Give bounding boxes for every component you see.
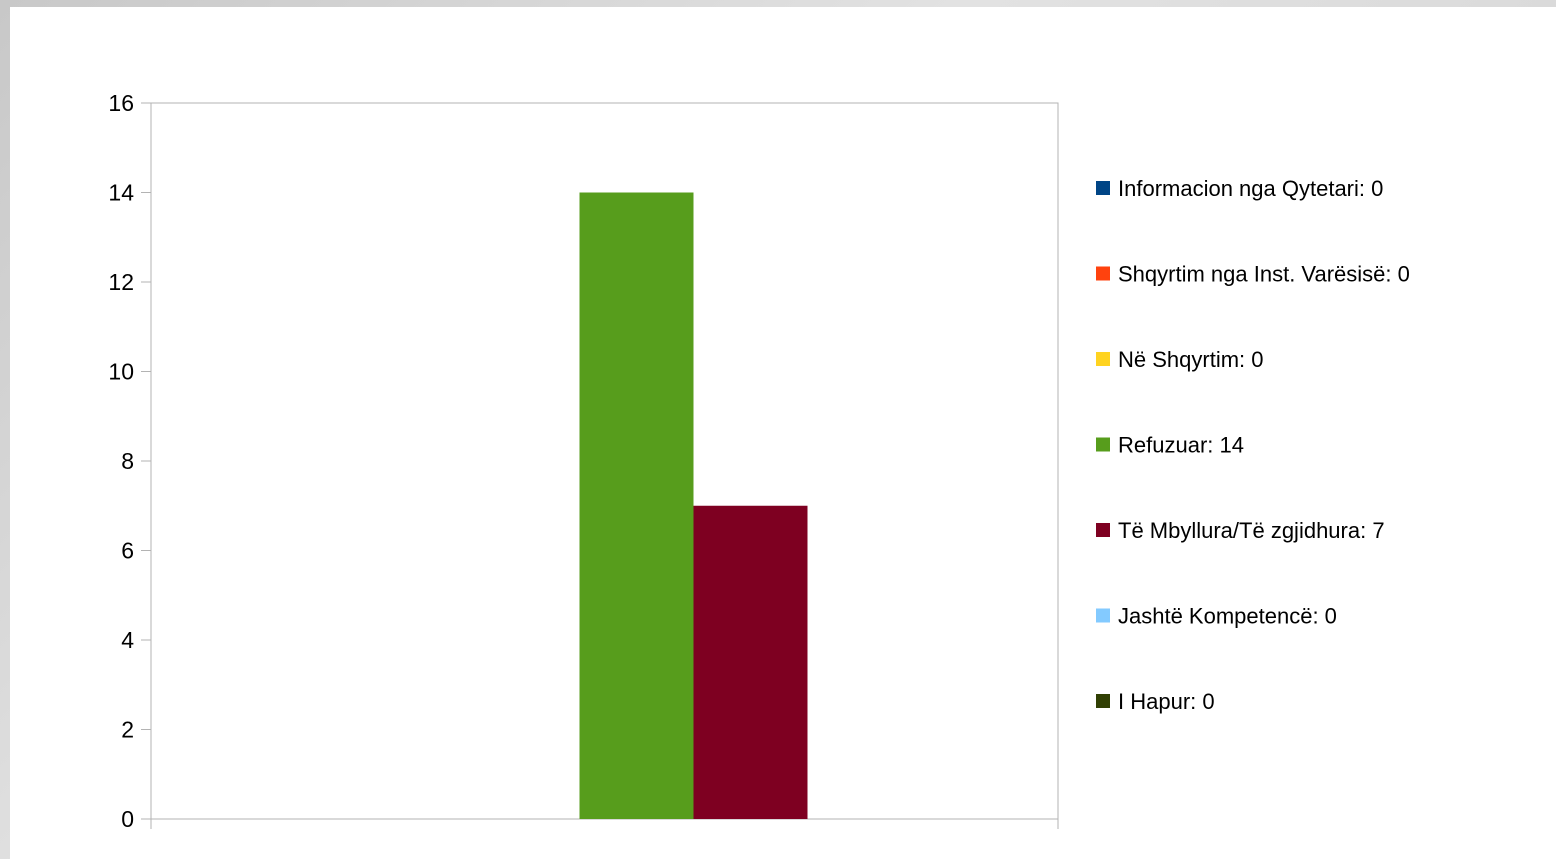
y-axis: 0 2 4 6 8 10 12 14 16 <box>108 90 1059 832</box>
legend-swatch <box>1096 437 1110 452</box>
y-tick-label: 0 <box>121 806 134 832</box>
legend-label: Shqyrtim nga Inst. Varësisë: 0 <box>1118 262 1410 287</box>
legend-swatch <box>1096 181 1110 195</box>
y-tick-label: 8 <box>121 448 134 474</box>
bar-chart: 0 2 4 6 8 10 12 14 16 Informacion nga Qytetari: … <box>108 90 1410 832</box>
y-tick-label: 14 <box>108 180 134 206</box>
bars <box>579 192 808 819</box>
chart-canvas: 0 2 4 6 8 10 12 14 16 Informacion nga Qytetari: … <box>10 7 1556 859</box>
legend-swatch <box>1096 608 1110 623</box>
bar <box>579 192 694 819</box>
y-tick-label: 12 <box>108 269 134 295</box>
legend-label: Jashtë Kompetencë: 0 <box>1118 604 1337 629</box>
legend-swatch <box>1096 266 1110 281</box>
legend-label: Të Mbyllura/Të zgjidhura: 7 <box>1118 518 1385 543</box>
legend-swatch <box>1096 694 1110 708</box>
legend-swatch <box>1096 352 1110 366</box>
y-tick-label: 2 <box>121 717 134 743</box>
bar <box>693 505 808 819</box>
y-tick-label: 16 <box>108 90 134 116</box>
legend-label: Informacion nga Qytetari: 0 <box>1118 176 1383 201</box>
legend-label: I Hapur: 0 <box>1118 689 1215 714</box>
y-tick-label: 4 <box>121 627 134 653</box>
y-tick-label: 10 <box>108 359 134 385</box>
legend-label: Refuzuar: 14 <box>1118 433 1244 458</box>
y-tick-label: 6 <box>121 538 134 564</box>
legend-label: Në Shqyrtim: 0 <box>1118 347 1264 372</box>
legend-swatch <box>1096 523 1110 537</box>
legend: Informacion nga Qytetari: 0 Shqyrtim nga … <box>1096 176 1410 714</box>
